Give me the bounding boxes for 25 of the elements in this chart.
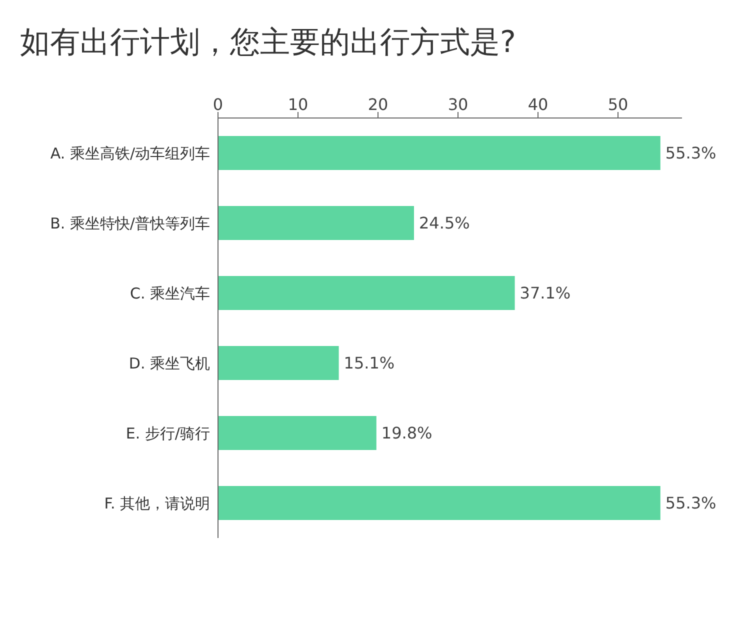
bar [218, 276, 515, 310]
x-tick-label: 10 [288, 95, 308, 114]
y-tick-label: D. 乘坐飞机 [128, 354, 210, 372]
x-tick-label: 20 [368, 95, 388, 114]
x-tick-label: 30 [448, 95, 468, 114]
bar [218, 416, 376, 450]
y-tick-label: A. 乘坐高铁/动车组列车 [50, 144, 210, 162]
data-label: 24.5% [419, 214, 470, 233]
data-label: 55.3% [665, 144, 716, 163]
bar [218, 486, 660, 520]
x-tick-label: 40 [528, 95, 548, 114]
chart-title: 如有出行计划，您主要的出行方式是? [19, 24, 517, 62]
data-label: 55.3% [665, 494, 716, 513]
bar [218, 346, 339, 380]
data-label: 19.8% [381, 424, 432, 443]
x-tick-label: 0 [212, 95, 224, 114]
bar [218, 206, 414, 240]
y-tick-label: B. 乘坐特快/普快等列车 [50, 214, 210, 232]
x-tick-label: 50 [608, 95, 628, 114]
y-tick-label: C. 乘坐汽车 [130, 284, 210, 302]
data-label: 37.1% [520, 284, 571, 303]
y-tick-label: F. 其他，请说明 [104, 494, 210, 512]
y-tick-label: E. 步行/骑行 [126, 424, 210, 442]
data-label: 15.1% [344, 354, 395, 373]
bar [218, 136, 660, 170]
